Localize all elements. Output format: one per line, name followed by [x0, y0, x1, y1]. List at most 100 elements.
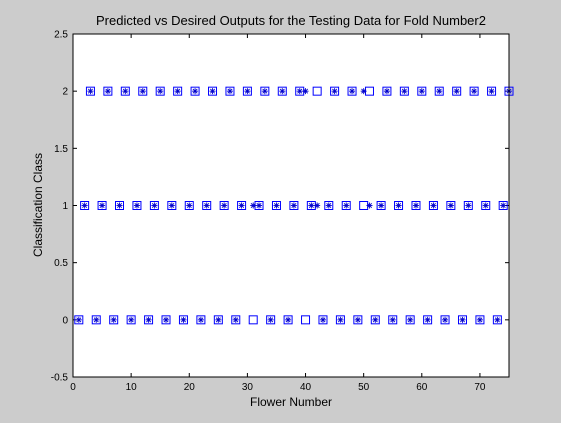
predicted-point [122, 88, 129, 95]
predicted-point [93, 316, 100, 323]
y-tick-label: -0.5 [51, 373, 69, 384]
y-tick-label: 1 [62, 201, 68, 212]
predicted-point [116, 202, 123, 209]
predicted-point [279, 88, 286, 95]
predicted-point [389, 316, 396, 323]
desired-point [324, 201, 334, 210]
predicted-point [168, 202, 175, 209]
predicted-point [250, 202, 257, 209]
predicted-point [442, 316, 449, 323]
predicted-point [215, 316, 222, 323]
desired-point [208, 86, 218, 96]
predicted-point [494, 316, 501, 323]
desired-point [446, 201, 456, 210]
desired-point [277, 86, 287, 96]
predicted-point [418, 88, 425, 95]
predicted-point [430, 202, 437, 209]
desired-point [190, 86, 200, 96]
desired-point [173, 86, 183, 96]
predicted-point [75, 316, 82, 323]
predicted-point [110, 316, 117, 323]
desired-point [423, 315, 433, 325]
desired-point [417, 86, 427, 96]
desired-point [120, 86, 130, 96]
x-tick-label: 70 [474, 382, 486, 393]
x-tick-label: 40 [300, 382, 312, 393]
desired-point [492, 315, 502, 325]
desired-point [103, 86, 113, 96]
desired-point [318, 315, 328, 325]
desired-point [231, 315, 241, 325]
desired-point [80, 201, 90, 210]
x-tick-label: 50 [358, 382, 370, 393]
predicted-point [87, 88, 94, 95]
desired-point [225, 86, 235, 96]
predicted-point [226, 88, 233, 95]
desired-point [463, 201, 473, 210]
predicted-point [407, 316, 414, 323]
desired-point [115, 201, 125, 210]
desired-point [237, 201, 247, 210]
predicted-point [424, 316, 431, 323]
predicted-point [395, 202, 402, 209]
desired-point [109, 315, 119, 325]
desired-point [382, 86, 392, 96]
predicted-point [151, 202, 158, 209]
predicted-point [401, 88, 408, 95]
predicted-point [482, 202, 489, 209]
predicted-point [81, 202, 88, 209]
predicted-point [145, 316, 152, 323]
desired-point [405, 315, 415, 325]
predicted-point [163, 316, 170, 323]
star-series [75, 88, 512, 323]
desired-point [144, 315, 154, 325]
desired-point [335, 315, 345, 325]
desired-point [481, 201, 491, 210]
desired-point [394, 201, 404, 210]
predicted-point [500, 202, 507, 209]
desired-point [74, 315, 84, 325]
predicted-point [296, 88, 303, 95]
desired-point [388, 315, 398, 325]
desired-point [271, 201, 281, 210]
predicted-point [319, 316, 326, 323]
desired-point [126, 315, 136, 325]
x-tick-label: 20 [184, 382, 196, 393]
predicted-point [285, 316, 292, 323]
desired-point [498, 201, 508, 210]
predicted-point [238, 202, 245, 209]
predicted-point [378, 202, 385, 209]
predicted-point [128, 316, 135, 323]
desired-point [132, 201, 142, 210]
desired-point [85, 86, 95, 96]
desired-point [301, 315, 311, 325]
desired-point [138, 86, 148, 96]
predicted-point [174, 88, 181, 95]
desired-point [219, 201, 229, 210]
predicted-point [447, 202, 454, 209]
desired-point [248, 315, 258, 325]
desired-point [202, 201, 212, 210]
desired-point [452, 86, 462, 96]
desired-point [399, 86, 409, 96]
predicted-point [308, 202, 315, 209]
desired-point [370, 315, 380, 325]
predicted-point [192, 88, 199, 95]
axes-frame [72, 33, 510, 378]
desired-point [487, 86, 497, 96]
desired-point [155, 86, 165, 96]
y-tick-label: 2.5 [54, 30, 68, 41]
desired-point [283, 315, 293, 325]
predicted-point [256, 202, 263, 209]
desired-point [330, 86, 340, 96]
chart-title: Predicted vs Desired Outputs for the Tes… [96, 13, 486, 28]
predicted-point [180, 316, 187, 323]
predicted-point [465, 202, 472, 209]
predicted-point [261, 88, 268, 95]
predicted-point [209, 88, 216, 95]
x-tick-label: 10 [126, 382, 138, 393]
desired-point [457, 315, 467, 325]
desired-point [91, 315, 101, 325]
desired-point [260, 86, 270, 96]
